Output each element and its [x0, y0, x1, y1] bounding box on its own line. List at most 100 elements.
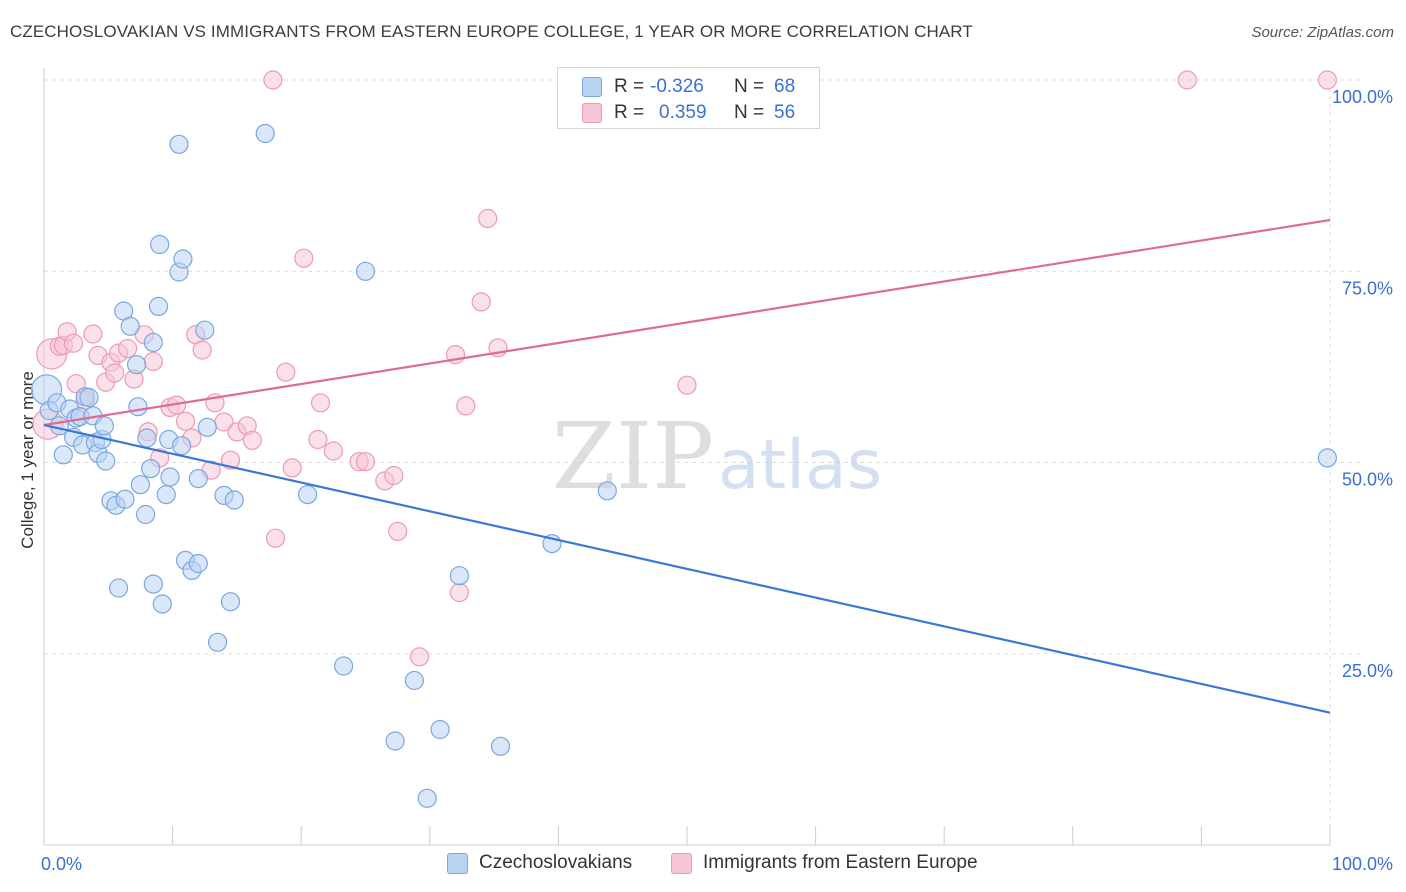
- czechoslovakian-point: [430, 719, 450, 740]
- czechoslovakian-point: [148, 296, 169, 316]
- czechoslovakian-point: [298, 485, 318, 505]
- czechoslovakian-point: [136, 504, 156, 525]
- czechoslovakian-point: [224, 490, 244, 510]
- immigrants-point: [323, 441, 343, 461]
- legend-r-value: -0.326: [650, 76, 704, 97]
- legend-n-value: 56: [774, 102, 796, 123]
- czechoslovakian-point: [188, 469, 208, 489]
- czechoslovakian-point: [417, 788, 437, 808]
- immigrants-point: [105, 363, 125, 383]
- immigrants-point: [384, 465, 404, 486]
- czechoslovakian-point: [195, 320, 215, 340]
- trend-line-immigrants: [43, 218, 1331, 427]
- immigrants-point: [449, 582, 469, 603]
- czechoslovakian-point: [96, 451, 116, 471]
- immigrants-point: [355, 452, 376, 472]
- immigrants-point: [192, 340, 212, 360]
- czechoslovakian-point: [53, 445, 73, 465]
- y-tick-label: 25.0%: [1342, 661, 1393, 681]
- immigrants-point: [456, 396, 476, 416]
- y-tick-label: 50.0%: [1342, 470, 1393, 490]
- immigrants-point: [143, 351, 163, 372]
- czechoslovakian-point: [143, 574, 163, 594]
- immigrants-point: [265, 528, 286, 548]
- immigrants-point: [471, 292, 491, 312]
- x-tick-label: 100.0%: [1332, 854, 1393, 874]
- czechoslovakian-point: [188, 553, 208, 574]
- trend-lines: [43, 218, 1331, 714]
- series-legend: Czechoslovakians Immigrants from Eastern…: [0, 852, 1406, 878]
- czechoslovakian-point: [127, 355, 147, 375]
- legend-r-value: 0.359: [659, 102, 707, 123]
- legend-label: Czechoslovakians: [479, 852, 633, 873]
- czechoslovakian-point: [130, 475, 150, 495]
- legend-n-label: N =: [734, 102, 765, 123]
- legend-swatch-blue: [447, 853, 468, 874]
- czechoslovakian-point: [150, 234, 170, 255]
- immigrants-point: [388, 521, 408, 542]
- czechoslovakian-point: [143, 332, 163, 352]
- axes: [43, 68, 1331, 846]
- czechoslovakian-point: [385, 731, 405, 751]
- czechoslovakian-point: [208, 632, 228, 652]
- immigrants-point: [66, 374, 86, 394]
- watermark-atlas: atlas: [718, 426, 882, 505]
- czechoslovakian-point: [1317, 448, 1338, 468]
- legend-swatch-pink: [671, 853, 692, 874]
- tick-labels: 25.0% 50.0% 75.0% 100.0% 0.0% 100.0%: [41, 87, 1393, 874]
- czechoslovakian-point: [220, 592, 241, 612]
- legend-label: Immigrants from Eastern Europe: [703, 852, 978, 873]
- immigrants-point: [1317, 70, 1338, 90]
- immigrants-point: [677, 375, 697, 395]
- immigrants-point: [117, 338, 138, 359]
- correlation-legend: R = -0.326 N = 68 R = 0.359 N = 56: [557, 67, 820, 129]
- immigrants-point: [478, 208, 498, 229]
- immigrants-point: [294, 248, 314, 268]
- czechoslovakian-point: [404, 670, 424, 691]
- czechoslovakian-point: [120, 316, 140, 336]
- y-tick-label: 100.0%: [1332, 87, 1393, 107]
- czechoslovakian-point: [169, 134, 189, 154]
- czechoslovakian-point: [449, 566, 469, 586]
- czechoslovakian-point: [156, 485, 176, 505]
- immigrants-point: [175, 411, 196, 431]
- immigrants-point: [63, 333, 84, 353]
- czechoslovakian-point: [197, 417, 217, 437]
- czechoslovakian-point: [115, 489, 135, 509]
- czechoslovakian-point: [141, 459, 161, 479]
- czechoslovakian-point: [137, 428, 157, 448]
- immigrants-point: [310, 393, 331, 413]
- czechoslovakian-point: [334, 656, 354, 676]
- czechoslovakian-point: [94, 416, 115, 436]
- czechoslovakian-point: [597, 481, 617, 501]
- czechoslovakian-point: [128, 397, 148, 417]
- czechoslovakian-point: [172, 436, 192, 456]
- immigrants-point: [1177, 70, 1197, 90]
- immigrants-point: [276, 362, 296, 382]
- czechoslovakian-point: [255, 123, 275, 144]
- series-immigrants-points: [32, 70, 1338, 667]
- series-czechoslovakians-points: [30, 123, 1338, 808]
- czechoslovakian-point: [490, 736, 511, 756]
- czechoslovakian-point: [152, 594, 172, 614]
- legend-swatch-blue: [582, 77, 602, 97]
- immigrants-point: [282, 458, 302, 478]
- legend-r-label: R =: [614, 102, 645, 123]
- czechoslovakian-point: [79, 387, 99, 408]
- czechoslovakian-point: [173, 249, 193, 269]
- czechoslovakian-point: [108, 578, 129, 598]
- y-tick-label: 75.0%: [1342, 278, 1393, 298]
- x-tick-label: 0.0%: [41, 854, 82, 874]
- czechoslovakian-point: [355, 261, 376, 281]
- immigrants-point: [263, 70, 283, 90]
- immigrants-point: [409, 647, 430, 667]
- immigrants-point: [242, 430, 262, 450]
- legend-r-label: R =: [614, 76, 645, 97]
- watermark-zip: ZIP: [552, 403, 714, 510]
- immigrants-point: [83, 324, 103, 344]
- legend-n-value: 68: [774, 76, 796, 97]
- trend-line-czechoslovakians: [43, 423, 1331, 714]
- czechoslovakian-point: [160, 467, 180, 487]
- chart-title: CZECHOSLOVAKIAN VS IMMIGRANTS FROM EASTE…: [10, 22, 973, 41]
